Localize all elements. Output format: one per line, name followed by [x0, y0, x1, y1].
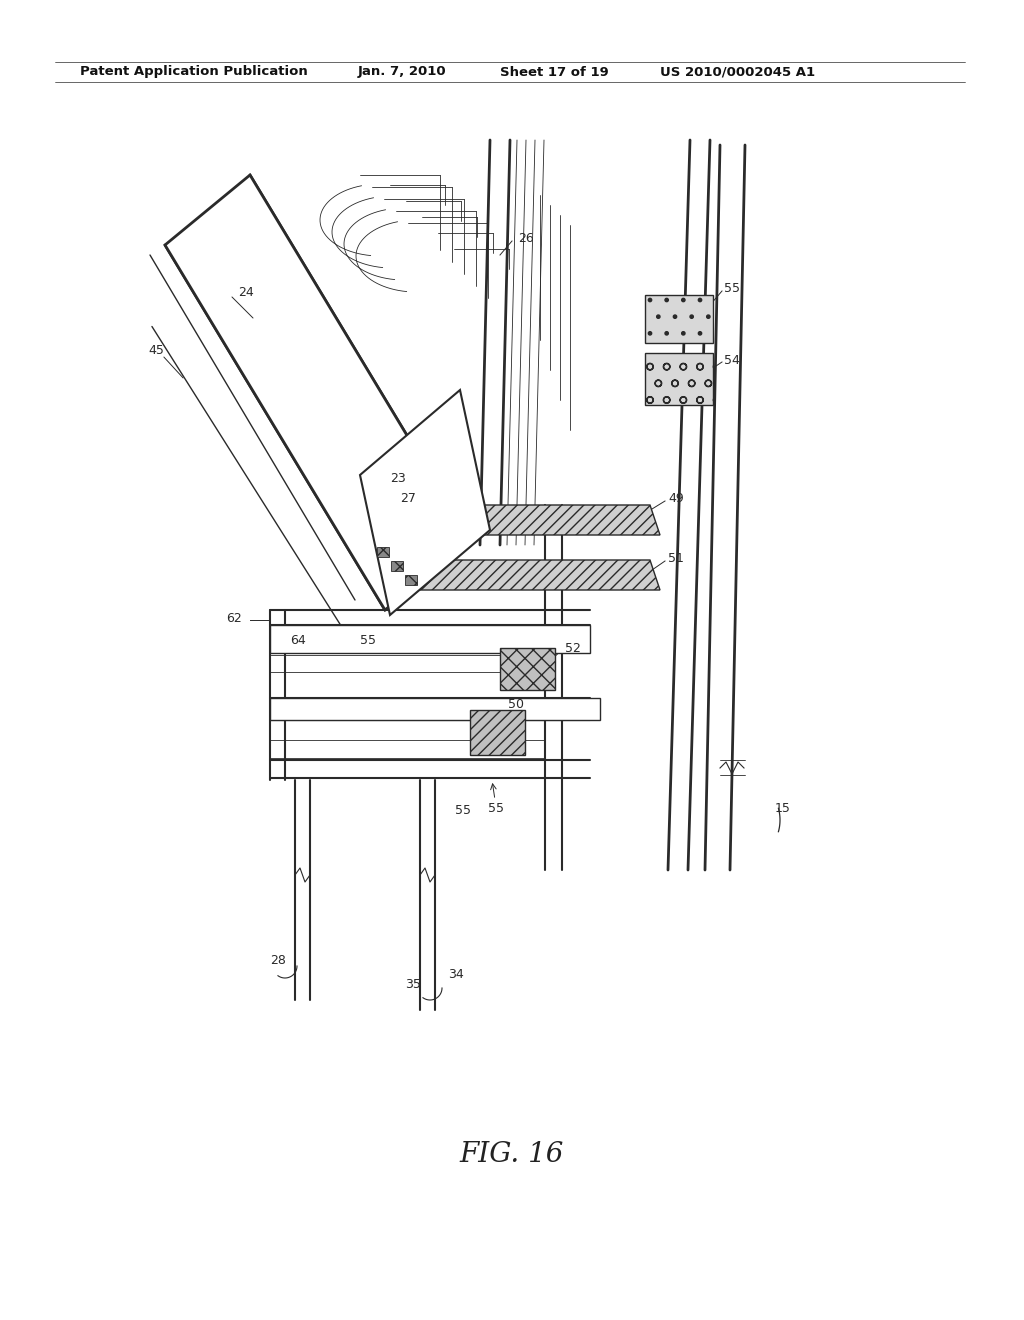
Text: 54: 54 [724, 354, 740, 367]
Text: 49: 49 [668, 491, 684, 504]
Text: Sheet 17 of 19: Sheet 17 of 19 [500, 66, 608, 78]
Polygon shape [430, 506, 660, 535]
Bar [406, 576, 417, 585]
Text: 23: 23 [390, 471, 406, 484]
Bar [645, 294, 713, 343]
Bar [645, 352, 713, 405]
Bar [391, 561, 403, 572]
Text: 51: 51 [668, 552, 684, 565]
Text: 24: 24 [238, 285, 254, 298]
Text: 34: 34 [449, 969, 464, 982]
Bar [377, 546, 389, 557]
Text: 15: 15 [775, 801, 791, 814]
Text: 26: 26 [518, 231, 534, 244]
Text: US 2010/0002045 A1: US 2010/0002045 A1 [660, 66, 815, 78]
Bar [470, 710, 525, 755]
Text: 55: 55 [724, 281, 740, 294]
Text: 50: 50 [508, 698, 524, 711]
Text: 64: 64 [290, 634, 306, 647]
Polygon shape [165, 176, 470, 610]
Bar [270, 624, 590, 653]
Text: 55: 55 [360, 634, 376, 647]
Bar [270, 698, 600, 719]
Text: 55: 55 [488, 801, 504, 814]
Text: Jan. 7, 2010: Jan. 7, 2010 [358, 66, 446, 78]
Text: FIG. 16: FIG. 16 [460, 1142, 564, 1168]
Text: 55: 55 [455, 804, 471, 817]
Text: 35: 35 [406, 978, 421, 991]
Text: 27: 27 [400, 491, 416, 504]
Bar [500, 648, 555, 690]
Polygon shape [360, 389, 490, 615]
Text: 45: 45 [148, 343, 164, 356]
Text: 62: 62 [226, 611, 242, 624]
Text: 28: 28 [270, 953, 286, 966]
Text: 52: 52 [565, 642, 581, 655]
Text: Patent Application Publication: Patent Application Publication [80, 66, 308, 78]
Polygon shape [380, 560, 660, 590]
